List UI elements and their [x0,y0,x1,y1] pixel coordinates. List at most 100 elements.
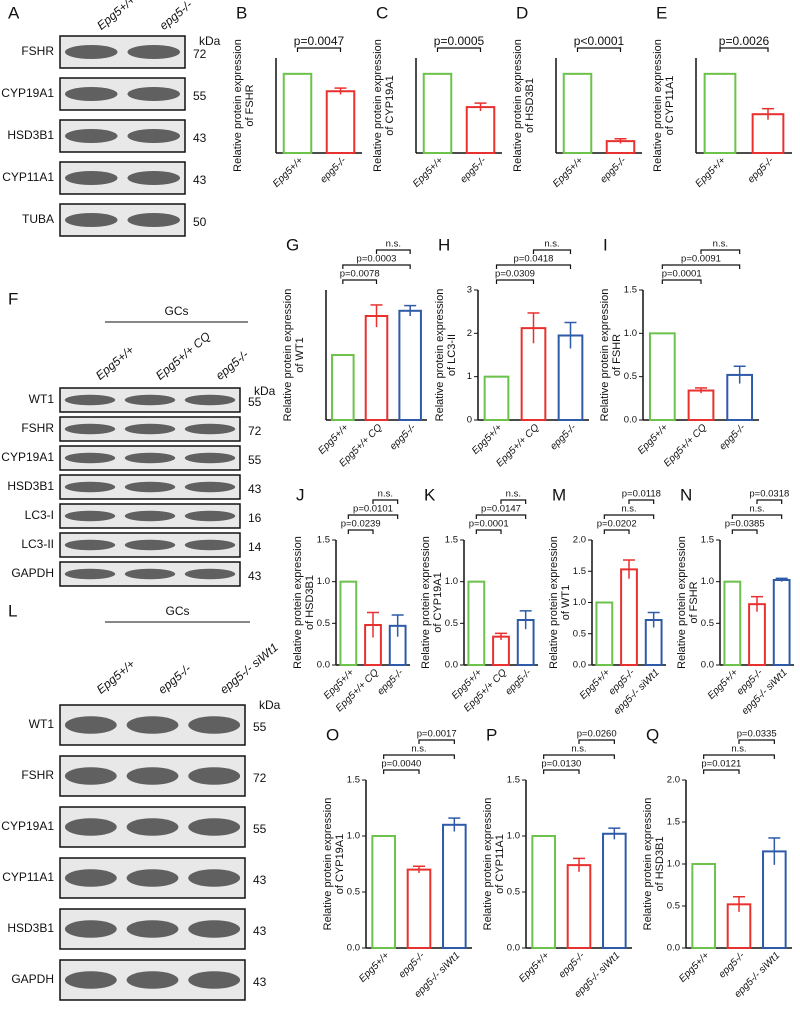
blot-header: GCs [165,304,189,318]
significance-label: p=0.0318 [749,489,789,500]
significance-label: p=0.0040 [381,759,421,770]
row-label: LC3-I [25,508,54,522]
bar [465,106,496,155]
significance-label: n.s. [411,744,426,755]
y-axis-label: of CYP19A1 [432,572,444,633]
significance-bracket [719,47,769,52]
blot-band [127,170,180,186]
significance-bracket [475,529,502,534]
significance-bracket [495,279,535,284]
unit-label: kDa [259,698,281,712]
significance-bracket [628,499,655,504]
kda-label: 55 [248,453,262,467]
row-label: CYP19A1 [1,450,54,464]
bar [762,850,787,950]
blot-band [64,394,116,406]
blot-band [64,539,116,551]
blot-band [188,869,241,887]
bar [331,354,355,421]
y-axis-label: of LC3-II [446,334,458,376]
blot-band [64,423,116,435]
significance-bracket [495,264,572,269]
lane-label: epg5-/- [155,662,193,697]
x-tick-label: Epg5+/+ [470,422,505,457]
y-tick-label: 0.5 [347,887,360,898]
significance-bracket [532,249,572,254]
row-label: WT1 [29,717,55,731]
bar [325,90,356,154]
x-tick-label: epg5-/- [557,950,588,981]
significance-bracket [703,769,740,774]
significance-bracket [383,754,455,759]
blot-band [124,539,176,551]
x-tick-label: epg5-/- [548,422,579,453]
bar [531,835,556,949]
y-tick-label: 1.5 [507,775,520,786]
significance-label: p=0.0385 [725,519,765,530]
blot-band [126,716,179,734]
kda-label: 72 [248,424,262,438]
significance-bracket [543,769,580,774]
x-tick-label: epg5-/- [503,667,534,698]
bar [748,603,766,667]
blot-band [64,971,117,989]
row-label: HSD3B1 [7,128,54,142]
unit-label: kDa [199,34,221,48]
x-tick-label: Epg5+/+ [271,155,306,190]
blot-band [127,44,180,60]
significance-bracket [383,769,420,774]
y-axis-label: Relative protein expression [420,536,432,669]
blot-band [188,716,241,734]
significance-label: p=0.0005 [434,34,485,48]
y-axis-label: Relative protein expression [282,289,294,422]
y-axis-label: Relative protein expression [652,39,664,172]
x-tick-label: Epg5+/+ [578,667,613,702]
panel-label: D [516,3,528,22]
significance-bracket [700,249,741,254]
blot-band [127,86,180,102]
x-tick-label: Epg5+/+ [706,667,741,702]
significance-label: p=0.0003 [357,254,397,265]
y-axis-label: Relative protein expression [676,536,688,669]
panel-label: M [552,485,566,504]
blot-band [64,869,117,887]
y-tick-label: 0.5 [317,618,330,629]
x-tick-label: Epg5+/+ [636,422,671,457]
y-tick-label: 1.0 [573,597,586,608]
blot-band [64,818,117,836]
x-tick-label: epg5-/- [397,950,428,981]
row-label: CYP11A1 [2,170,54,184]
y-axis-label: of CYP11A1 [494,834,506,894]
blot-band [64,767,117,785]
y-tick-label: 2.0 [573,535,586,546]
y-tick-label: 1.0 [445,576,458,587]
lane-label: epg5-/- siWt1 [217,640,281,697]
kda-label: 55 [248,395,262,409]
significance-bracket [731,529,758,534]
y-tick-label: 0.0 [445,660,458,671]
significance-label: p=0.0130 [541,759,581,770]
blot-band [124,452,176,464]
blot-band [126,818,179,836]
blot-band [126,869,179,887]
blot-band [64,481,116,493]
x-tick-label: Epg5+/+ [677,950,712,985]
kda-label: 16 [248,511,262,525]
bar [442,823,467,949]
significance-label: n.s. [386,239,401,250]
kda-label: 55 [253,822,267,836]
blot-band [184,568,236,580]
significance-label: n.s. [713,239,728,250]
panel-label: O [326,725,339,744]
blot-band [127,212,180,228]
y-tick-label: 0.5 [507,887,520,898]
blot-band [126,971,179,989]
x-tick-label: epg5-/- [598,155,629,186]
blot-header: GCs [166,604,190,618]
blot-band [126,920,179,938]
significance-label: p=0.0101 [353,504,393,515]
blot-band [188,767,241,785]
y-axis-label: Relative protein expression [322,798,334,931]
significance-bracket [347,514,399,519]
blot-band [188,971,241,989]
